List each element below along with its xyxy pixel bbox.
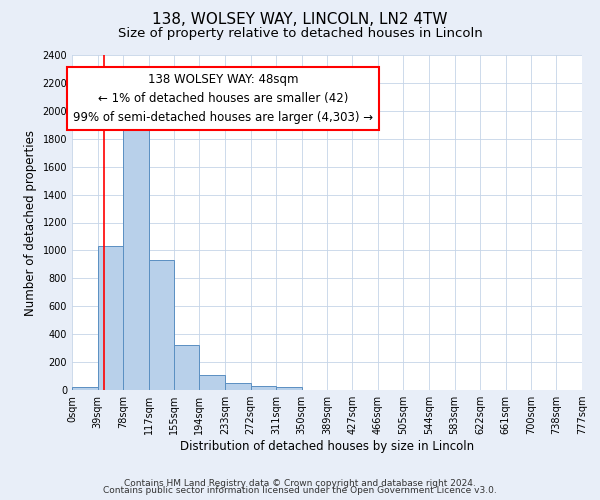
Text: 138 WOLSEY WAY: 48sqm
← 1% of detached houses are smaller (42)
99% of semi-detac: 138 WOLSEY WAY: 48sqm ← 1% of detached h… <box>73 73 373 124</box>
Bar <box>72 386 98 390</box>
Bar <box>123 125 149 390</box>
Bar <box>251 386 276 390</box>
Bar <box>276 386 302 390</box>
Y-axis label: Number of detached properties: Number of detached properties <box>24 130 37 316</box>
Bar <box>149 260 174 390</box>
Text: 138, WOLSEY WAY, LINCOLN, LN2 4TW: 138, WOLSEY WAY, LINCOLN, LN2 4TW <box>152 12 448 28</box>
Text: Contains HM Land Registry data © Crown copyright and database right 2024.: Contains HM Land Registry data © Crown c… <box>124 478 476 488</box>
Bar <box>98 246 123 390</box>
Bar <box>174 346 199 390</box>
Text: Size of property relative to detached houses in Lincoln: Size of property relative to detached ho… <box>118 28 482 40</box>
Bar <box>199 376 225 390</box>
Text: Contains public sector information licensed under the Open Government Licence v3: Contains public sector information licen… <box>103 486 497 495</box>
X-axis label: Distribution of detached houses by size in Lincoln: Distribution of detached houses by size … <box>180 440 474 453</box>
Bar <box>225 383 251 390</box>
